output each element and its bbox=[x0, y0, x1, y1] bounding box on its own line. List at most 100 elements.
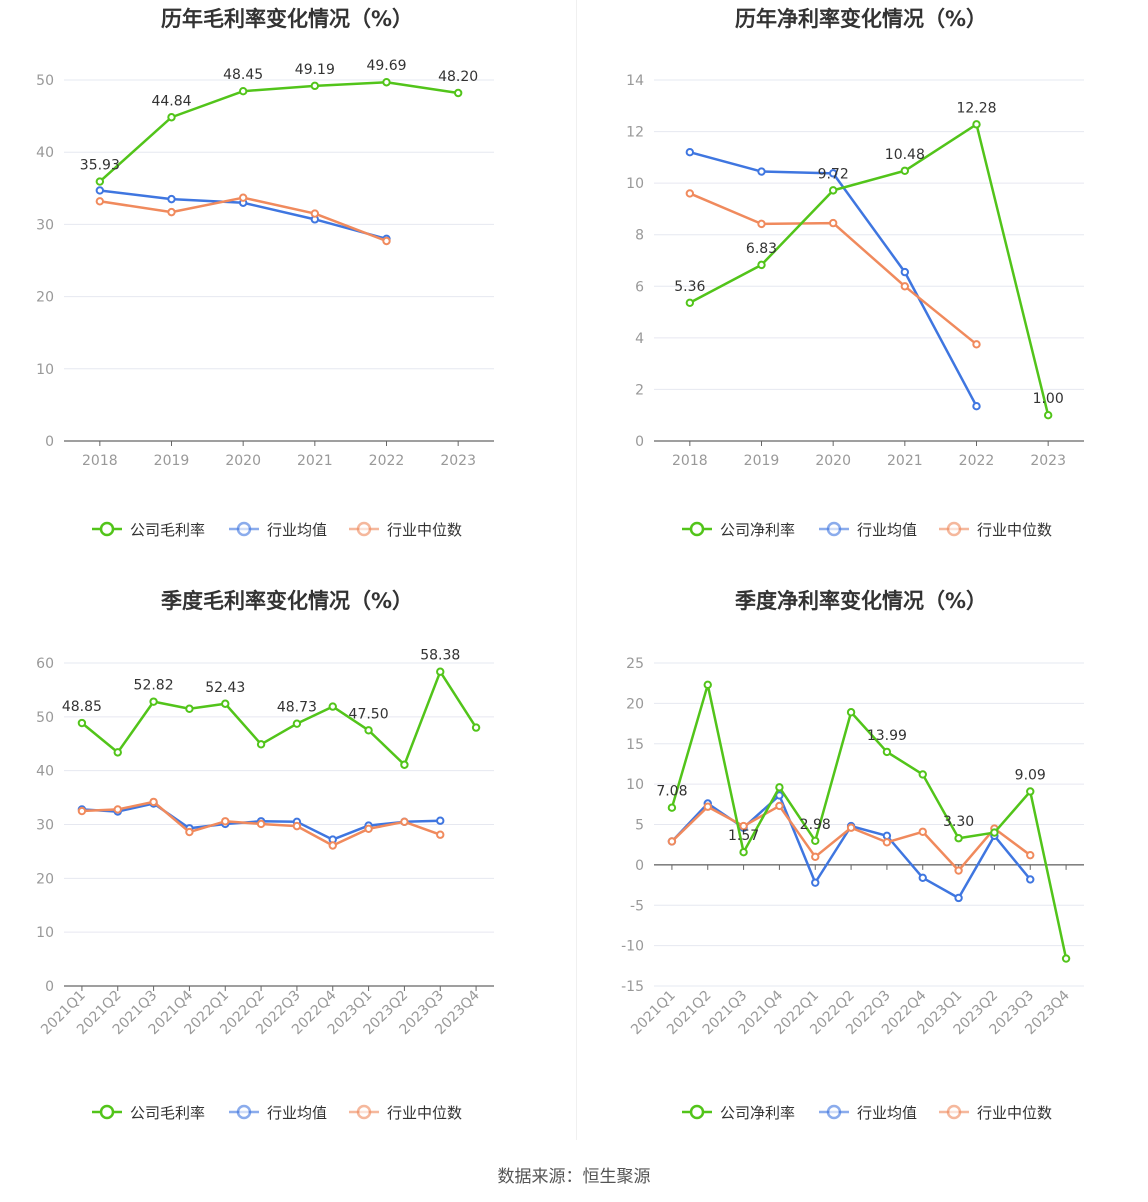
median-data-point bbox=[400, 817, 409, 827]
y-tick-label: 30 bbox=[36, 818, 54, 834]
company-data-point bbox=[918, 770, 927, 779]
data-label: 58.38 bbox=[420, 648, 460, 664]
company-data-point bbox=[775, 783, 784, 792]
y-tick-label: 40 bbox=[36, 145, 54, 161]
avg-data-point bbox=[1026, 875, 1035, 884]
chart-title: 季度净利率变化情况（%） bbox=[735, 589, 987, 613]
median-data-point bbox=[757, 219, 766, 229]
legend-item: 行业中位数 bbox=[349, 521, 462, 539]
company-data-point bbox=[972, 120, 981, 129]
y-tick-label: 20 bbox=[626, 696, 644, 712]
data-label: 2.98 bbox=[800, 817, 831, 833]
legend-label: 行业中位数 bbox=[387, 1104, 462, 1122]
legend-marker bbox=[99, 521, 115, 537]
company-data-point bbox=[900, 166, 910, 175]
median-data-point bbox=[256, 819, 266, 829]
company-data-point bbox=[990, 828, 999, 837]
avg-data-point bbox=[167, 194, 176, 204]
company-data-point bbox=[256, 740, 266, 749]
data-label: 49.69 bbox=[366, 58, 406, 74]
company-data-point bbox=[185, 704, 194, 713]
y-tick-label: -15 bbox=[621, 979, 644, 995]
median-data-point bbox=[221, 817, 230, 826]
legend-label: 行业均值 bbox=[267, 521, 327, 539]
x-tick-label: 2018 bbox=[82, 453, 118, 469]
legend-item: 行业均值 bbox=[819, 1104, 917, 1122]
median-data-point bbox=[703, 802, 712, 811]
data-label: 44.84 bbox=[151, 93, 191, 109]
company-data-point bbox=[238, 86, 248, 96]
quarterly-net-margin-chart: 季度净利率变化情况（%） -15 -10 -5 0 5 10 15 20 25 2021Q1 2021… bbox=[574, 582, 1148, 1164]
avg-data-point bbox=[972, 401, 981, 411]
company-data-point bbox=[382, 78, 391, 87]
legend-label: 行业中位数 bbox=[387, 521, 462, 539]
company-series-line bbox=[98, 80, 459, 183]
data-label: 35.93 bbox=[80, 158, 120, 174]
median-data-point bbox=[167, 207, 176, 217]
avg-data-point bbox=[685, 148, 695, 157]
x-tick-label: 2023 bbox=[1030, 453, 1066, 469]
quarterly-net-margin-svg: 季度净利率变化情况（%）-15-10-505101520252021Q12021… bbox=[621, 589, 1084, 1122]
company-data-point bbox=[1061, 954, 1071, 963]
avg-data-point bbox=[95, 186, 105, 195]
data-label: 13.99 bbox=[867, 728, 907, 744]
company-data-point bbox=[757, 260, 766, 270]
y-tick-label: 4 bbox=[635, 331, 644, 347]
company-data-point bbox=[685, 298, 695, 307]
y-tick-label: 25 bbox=[626, 656, 644, 672]
avg-data-point bbox=[918, 873, 927, 882]
avg-data-point bbox=[900, 267, 910, 277]
data-label: 48.20 bbox=[438, 69, 478, 85]
company-data-point bbox=[453, 88, 463, 98]
company-data-point bbox=[292, 719, 302, 728]
y-tick-label: 15 bbox=[626, 737, 644, 753]
annual-net-margin-chart: 历年净利率变化情况（%） 0 2 4 6 8 10 12 14 2018 2019 2020 2021 2… bbox=[574, 0, 1148, 582]
median-data-point bbox=[238, 193, 248, 202]
company-series-line bbox=[670, 683, 1068, 959]
company-data-point bbox=[113, 748, 122, 757]
x-tick-label: 2019 bbox=[744, 453, 780, 469]
median-data-point bbox=[310, 209, 320, 218]
legend-marker bbox=[826, 1104, 842, 1120]
y-tick-label: 0 bbox=[45, 979, 54, 995]
data-label: 47.50 bbox=[349, 706, 389, 722]
legend-item: 行业均值 bbox=[229, 1104, 327, 1122]
y-tick-label: 0 bbox=[45, 434, 54, 450]
company-data-point bbox=[310, 81, 320, 91]
company-series-line bbox=[689, 123, 1050, 416]
median-data-point bbox=[739, 821, 748, 831]
median-data-point bbox=[972, 340, 981, 349]
data-label: 52.43 bbox=[205, 680, 245, 696]
y-tick-label: 10 bbox=[626, 777, 644, 793]
company-data-point bbox=[221, 699, 230, 708]
legend-label: 公司毛利率 bbox=[130, 521, 205, 539]
median-data-point bbox=[95, 197, 105, 206]
avg-data-point bbox=[757, 167, 766, 176]
legend-item: 行业均值 bbox=[229, 521, 327, 539]
data-label: 52.82 bbox=[134, 678, 174, 694]
legend-label: 公司毛利率 bbox=[130, 1104, 205, 1122]
median-data-point bbox=[328, 841, 337, 850]
median-data-point bbox=[900, 282, 910, 291]
company-data-point bbox=[828, 186, 838, 195]
data-label: 7.08 bbox=[656, 784, 687, 800]
y-tick-label: 30 bbox=[36, 217, 54, 233]
chart-title: 历年净利率变化情况（%） bbox=[735, 7, 987, 31]
data-label: 9.09 bbox=[1015, 767, 1046, 783]
legend-item: 公司净利率 bbox=[682, 1104, 795, 1122]
panel-divider bbox=[576, 0, 577, 1140]
y-tick-label: 0 bbox=[635, 434, 644, 450]
median-data-point bbox=[811, 852, 820, 861]
median-data-point bbox=[1026, 850, 1035, 860]
y-tick-label: 2 bbox=[635, 382, 644, 398]
median-series-line bbox=[689, 192, 978, 346]
legend-label: 行业中位数 bbox=[977, 521, 1052, 539]
y-tick-label: 5 bbox=[635, 818, 644, 834]
median-data-point bbox=[667, 837, 677, 846]
company-data-point bbox=[882, 747, 892, 757]
legend-marker bbox=[356, 1104, 372, 1120]
avg-series-line bbox=[671, 794, 1032, 900]
avg-data-point bbox=[436, 816, 445, 825]
company-data-point bbox=[400, 760, 409, 769]
legend-label: 行业均值 bbox=[857, 1104, 917, 1122]
